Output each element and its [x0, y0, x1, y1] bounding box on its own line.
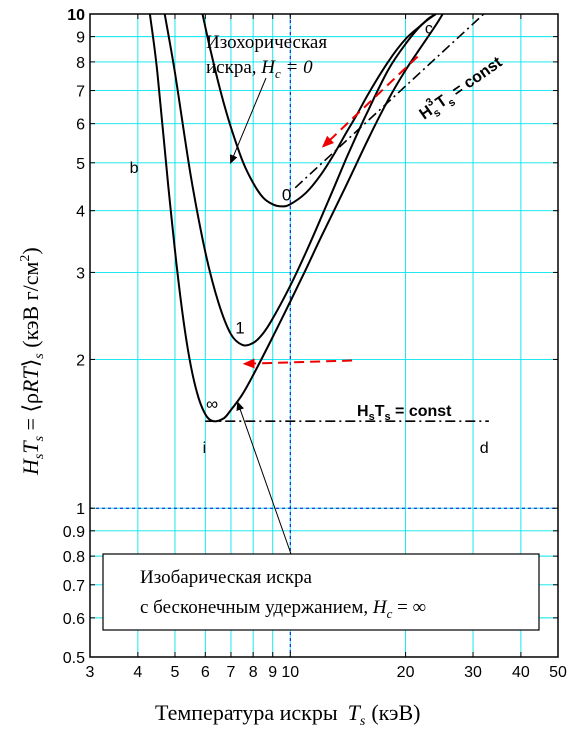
curve-label-1: 1 [235, 318, 244, 337]
y-axis-h: H [18, 458, 43, 476]
hs3ts-t-sub: s [446, 96, 458, 109]
curve-hc-1 [163, 14, 437, 347]
y-axis-eq: = ⟨ρ [18, 393, 43, 436]
x-tick-label: 7 [226, 664, 235, 681]
y-axis-h-sub: s [32, 453, 47, 459]
isochoric-rest: = 0 [281, 57, 313, 78]
isobaric-rest: = ∞ [392, 597, 426, 618]
isobaric-pointer [236, 401, 292, 555]
isobaric-prefix: с бесконечным удержанием, [140, 597, 373, 618]
isochoric-prefix: искра, [206, 57, 261, 78]
y-axis-mid: RT [18, 366, 43, 394]
y-tick-label: 0.5 [63, 650, 85, 667]
isochoric-label-line1: Изохорическая [206, 32, 327, 53]
y-axis-unit-end: ) [18, 247, 43, 254]
x-tick-label: 20 [397, 664, 415, 681]
x-axis-title: Температура искры Ts (кэВ) [155, 700, 421, 729]
x-tick-label: 50 [549, 664, 567, 681]
isobaric-annotation-box [102, 553, 540, 631]
y-tick-label: 1 [76, 501, 85, 518]
x-tick-label: 4 [133, 664, 142, 681]
y-tick-label: 8 [76, 55, 85, 72]
x-tick-label: 40 [512, 664, 530, 681]
y-axis-t: T [18, 440, 43, 454]
reference-lines [90, 14, 558, 657]
curve-hc-0 [201, 14, 437, 208]
x-tick-label: 30 [464, 664, 482, 681]
hsts-t-sub: s [384, 411, 390, 423]
isobaric-label-line2: с бесконечным удержанием, Hc = ∞ [140, 597, 426, 621]
curve-label-0: 0 [282, 186, 291, 205]
y-tick-label: 10 [67, 7, 85, 24]
y-axis-unit: (кэВ г/см [18, 262, 43, 354]
isobaric-symbol: H [372, 597, 388, 618]
x-tick-label: 3 [86, 664, 95, 681]
y-tick-label: 3 [76, 265, 85, 282]
curves [148, 14, 489, 423]
x-axis-title-symbol-sub: s [360, 714, 366, 729]
hsts-h-sub: s [369, 411, 375, 423]
y-axis-close: ⟩ [18, 359, 43, 368]
y-axis-t-sub: s [32, 435, 47, 441]
hsts-const-label: HsTs = const [357, 403, 452, 423]
plot-frame [89, 13, 559, 658]
y-tick-label: 9 [76, 30, 85, 47]
red-arrow-1 [321, 55, 419, 148]
point-label-d: d [480, 440, 489, 457]
isobaric-label-line1: Изобарическая искра [140, 567, 312, 588]
y-axis-title: HsTs = ⟨ρRT⟩s (кэВ г/см2) [18, 247, 47, 476]
y-axis-close-sub: s [32, 353, 47, 359]
y-tick-label: 7 [76, 84, 85, 101]
x-axis-title-symbol: T [348, 700, 362, 725]
isochoric-symbol-sub: c [275, 66, 281, 81]
x-tick-label: 9 [268, 664, 277, 681]
y-tick-label: 2 [76, 352, 85, 369]
y-tick-label: 5 [76, 156, 85, 173]
isochoric-symbol: H [260, 57, 276, 78]
red-arrow-2 [242, 358, 353, 369]
y-tick-label: 0.8 [63, 549, 85, 566]
point-label-b: b [130, 160, 139, 177]
x-tick-label: 6 [201, 664, 210, 681]
hs3ts-rest: = const [446, 54, 506, 103]
x-axis-title-unit: (кэВ) [371, 700, 420, 725]
x-axis-title-text: Температура искры [155, 700, 338, 725]
y-tick-label: 0.7 [63, 578, 85, 595]
x-tick-label: 5 [171, 664, 180, 681]
hsts-rest: = const [391, 403, 453, 420]
hs3ts-h-sub: s [431, 107, 443, 120]
point-label-i: i [203, 440, 207, 457]
y-tick-label: 4 [76, 204, 85, 221]
line-hs3ts-const [294, 14, 485, 189]
y-tick-label: 6 [76, 117, 85, 134]
isobaric-symbol-sub: c [387, 606, 393, 621]
x-tick-label: 8 [249, 664, 258, 681]
x-tick-label: 10 [281, 664, 299, 681]
axis-ticks: 3 4 5 6 7 8 9 10 20 30 40 500.50.60.70.80.912345678… [63, 7, 567, 681]
curve-hc-infinity [148, 14, 444, 423]
y-axis-unit-sup: 2 [18, 255, 33, 262]
hs3ts-h-sup: 3 [424, 96, 436, 109]
curve-label-infinity: ∞ [206, 394, 218, 413]
y-tick-label: 0.6 [63, 611, 85, 628]
direction-arrows [229, 55, 419, 555]
hsts-h: H [357, 403, 369, 420]
y-tick-label: 0.9 [63, 524, 85, 541]
hsts-t: T [375, 403, 385, 420]
point-label-c: c [425, 20, 433, 37]
isochoric-pointer [229, 77, 267, 165]
isochoric-label-line2: искра, Hc = 0 [206, 57, 313, 81]
